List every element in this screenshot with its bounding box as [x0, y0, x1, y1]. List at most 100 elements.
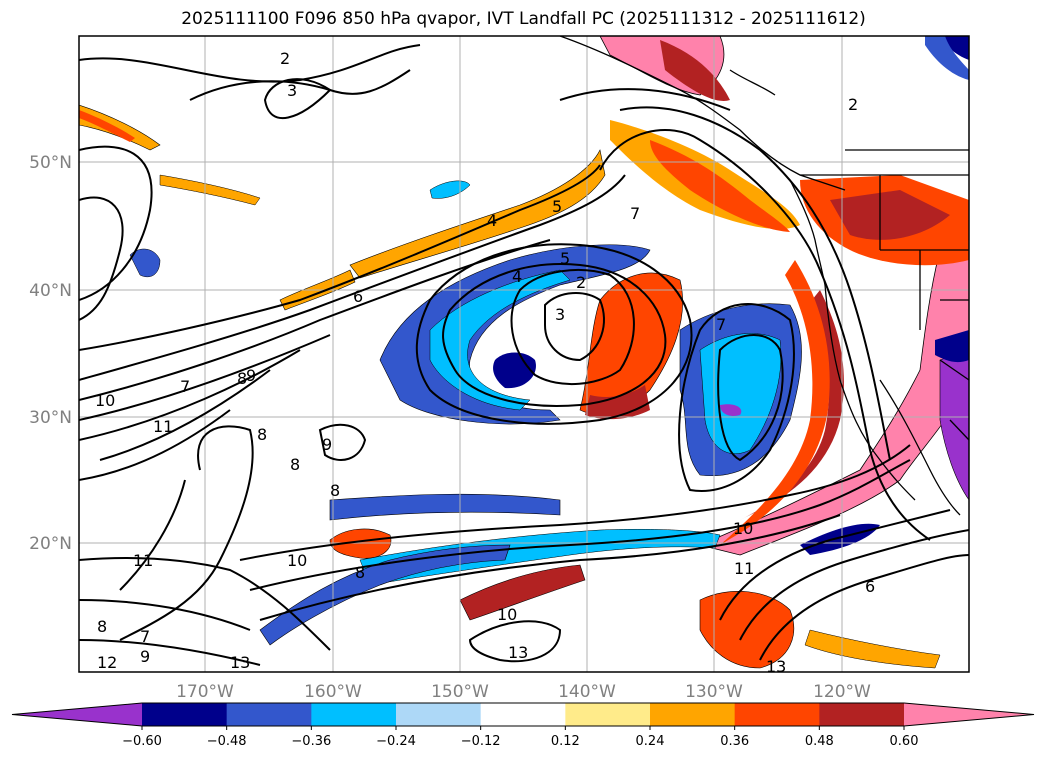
lat-label-20: 20°N [29, 534, 72, 554]
contour-label: 10 [95, 391, 115, 410]
lon-label-160: 160°W [304, 682, 362, 702]
ivt-contours [79, 44, 969, 666]
lat-label-30: 30°N [29, 408, 72, 428]
contour-label: 6 [353, 287, 363, 306]
contour-line [415, 243, 693, 425]
contour-line [510, 269, 635, 386]
contour-label: 3 [287, 81, 297, 100]
contour-label: 8 [257, 425, 267, 444]
contour-line [717, 334, 784, 462]
contour-label: 9 [322, 435, 332, 454]
contour-label: 3 [555, 305, 565, 324]
contour-line [619, 106, 891, 461]
shade-orange-nw-band [159, 174, 261, 206]
contour-line [79, 145, 153, 301]
colorbar-tick-label: −0.12 [461, 734, 501, 749]
contour-line [189, 69, 411, 101]
contour-line [79, 174, 626, 381]
contour-label: 7 [630, 204, 640, 223]
contour-label: 11 [133, 551, 153, 570]
shade-cyan-central-low [429, 269, 571, 411]
lon-label-120: 120°W [813, 682, 871, 702]
contour-label: 13 [766, 657, 786, 676]
shade-red-nw-block [830, 190, 950, 240]
contour-line [79, 409, 231, 481]
colorbar-extend-min [12, 703, 142, 726]
colorbar-segment [734, 703, 820, 726]
colorbar-tick-label: −0.48 [207, 734, 247, 749]
shade-red-south [459, 564, 586, 621]
contour-line [719, 509, 951, 621]
contour-label: 9 [140, 647, 150, 666]
lat-label-50: 50°N [29, 153, 72, 173]
contour-label: 7 [716, 315, 726, 334]
coastline-islands [729, 69, 776, 96]
contour-line [544, 292, 605, 362]
shade-red-coastal-edge [740, 290, 844, 520]
border-state [949, 419, 969, 441]
shade-blue-southwest-band [259, 544, 511, 646]
contour-label: 4 [487, 211, 497, 230]
contour-label: 10 [733, 519, 753, 538]
contour-line [259, 514, 841, 621]
contour-label: 5 [552, 197, 562, 216]
contour-line [678, 303, 795, 492]
contour-label: 2 [280, 49, 290, 68]
contour-line [318, 423, 367, 461]
contour-line [759, 554, 969, 661]
colorbar-segment [226, 703, 312, 726]
shade-navy-central-low [493, 352, 536, 389]
contour-line [559, 88, 731, 111]
shade-red-nw-streak [79, 110, 135, 142]
colorbar-segment [311, 703, 397, 726]
colorbar-segment [142, 703, 228, 726]
coastline-west-us [824, 284, 916, 501]
coastline-alaska [559, 36, 846, 191]
contour-line [599, 129, 931, 541]
contour-line [739, 529, 969, 641]
contour-line [119, 479, 186, 591]
shade-red-north [660, 40, 730, 101]
shade-blue-top-right [925, 36, 969, 80]
coastline-bc [789, 179, 826, 286]
map-frame [78, 35, 970, 673]
contour-line [79, 639, 261, 666]
contour-line [79, 349, 301, 441]
contour-label: 5 [560, 249, 570, 268]
contour-label: 7 [140, 627, 150, 646]
colorbar-tick-label: 0.60 [890, 734, 919, 749]
colorbar-segment [480, 703, 566, 726]
contour-label: 7 [180, 377, 190, 396]
shade-orange-coastal-edge [720, 260, 830, 545]
shade-orange-southeast-light [804, 629, 941, 669]
contour-label: 4 [512, 267, 522, 286]
contour-line [263, 78, 332, 119]
colorbar-tick-label: 0.24 [636, 734, 665, 749]
coastlines [559, 36, 969, 516]
contour-label: 2 [576, 273, 586, 292]
colorbar: −0.60 −0.48 −0.36 −0.24 −0.12 0.12 0.24 0.36 0.4… [11, 702, 1035, 749]
border-state [939, 359, 969, 381]
contour-label: 8 [355, 563, 365, 582]
contour-label: 2 [848, 95, 858, 114]
contour-label: 8 [97, 617, 107, 636]
shade-purple-east-spot [720, 404, 742, 416]
colorbar-tick-label: −0.36 [291, 734, 331, 749]
shade-orange-nw-streak [79, 104, 161, 151]
coastline-baja [879, 379, 961, 516]
contour-label: 11 [153, 417, 173, 436]
contour-line [79, 557, 331, 651]
colorbar-segment [396, 703, 482, 726]
contour-label: 8 [290, 455, 300, 474]
contour-line [79, 599, 251, 631]
contour-line [99, 369, 271, 461]
lon-label-150: 150°W [431, 682, 489, 702]
colorbar-segment [819, 703, 905, 726]
colorbar-segment [565, 703, 651, 726]
chart-title: 2025111100 F096 850 hPa qvapor, IVT Land… [181, 9, 866, 29]
contour-line [239, 444, 911, 561]
contour-line [468, 620, 562, 663]
latitude-labels: 50°N 40°N 30°N 20°N [29, 153, 72, 554]
shade-navy-right-edge [935, 330, 969, 363]
